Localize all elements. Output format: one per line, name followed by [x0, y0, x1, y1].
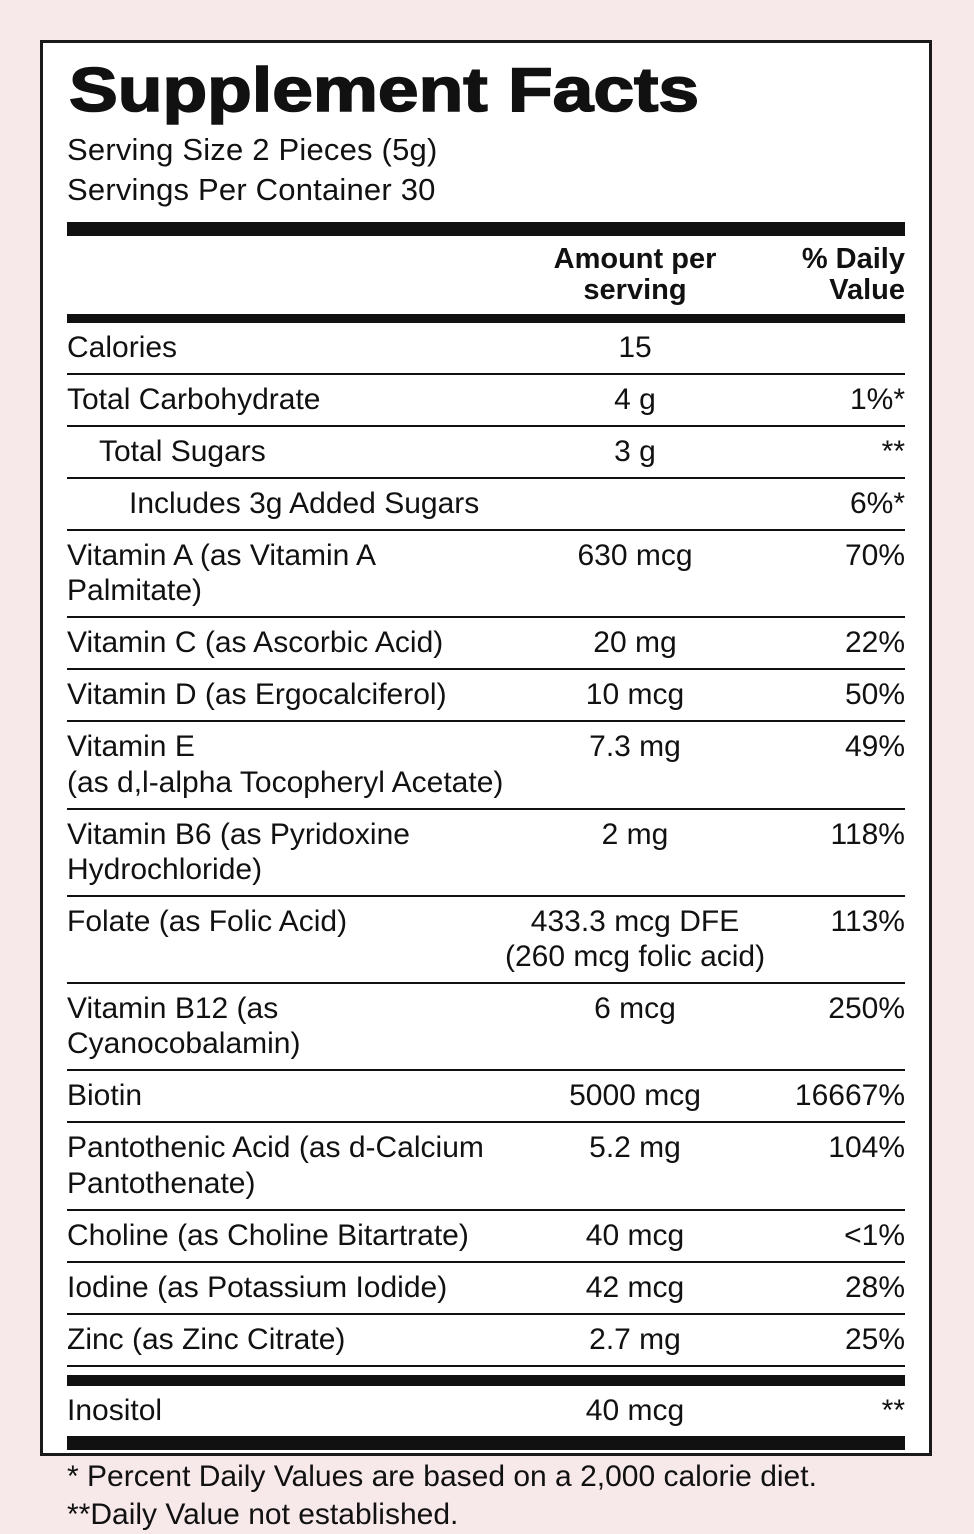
- table-row: Zinc (as Zinc Citrate) 2.7 mg 25%: [67, 1315, 905, 1368]
- footnotes: * Percent Daily Values are based on a 2,…: [67, 1450, 905, 1534]
- thick-divider-inositol: [67, 1375, 905, 1387]
- nutrient-name: Vitamin B12 (as Cyanocobalamin): [67, 992, 301, 1061]
- nutrient-dv: 250%: [828, 992, 905, 1026]
- nutrient-name: Vitamin A (as Vitamin A Palmitate): [67, 539, 375, 608]
- column-header-amount-line2: serving: [583, 274, 687, 307]
- nutrient-amount: 6 mcg: [594, 992, 676, 1026]
- nutrient-amount: 40 mcg: [585, 1394, 685, 1428]
- nutrient-amount: 42 mcg: [585, 1271, 685, 1305]
- nutrient-amount: 7.3 mg: [589, 730, 681, 764]
- table-row: Pantothenic Acid (as d-Calcium 5.2 mg 10…: [67, 1123, 905, 1212]
- nutrient-name: Includes 3g Added Sugars: [129, 487, 480, 521]
- nutrient-name: Vitamin B6 (as Pyridoxine Hydrochloride): [67, 818, 410, 887]
- table-row: Calories 15: [67, 323, 905, 376]
- nutrient-dv: 1%*: [849, 383, 905, 417]
- table-row: Total Sugars 3 g **: [67, 427, 905, 480]
- table-row: Folate (as Folic Acid) 433.3 mcg DFE (26…: [67, 897, 905, 985]
- nutrient-amount: 40 mcg: [585, 1219, 685, 1253]
- nutrient-amount: 433.3 mcg DFE (260 mcg folic acid): [505, 904, 765, 974]
- table-row: Biotin 5000 mcg 16667%: [67, 1071, 905, 1124]
- nutrient-amount: 630 mcg: [577, 539, 693, 573]
- nutrient-dv: 104%: [828, 1131, 905, 1165]
- servings-per-container: Servings Per Container 30: [67, 172, 436, 208]
- nutrient-name: Vitamin C (as Ascorbic Acid): [67, 626, 444, 660]
- supplement-facts-label: Supplement Facts Serving Size 2 Pieces (…: [40, 40, 932, 1531]
- table-row: Iodine (as Potassium Iodide) 42 mcg 28%: [67, 1263, 905, 1316]
- nutrient-amount-line1: 433.3 mcg DFE: [530, 905, 740, 939]
- nutrient-amount: 20 mg: [593, 626, 677, 660]
- serving-size: Serving Size 2 Pieces (5g): [67, 132, 438, 168]
- table-row: Choline (as Choline Bitartrate) 40 mcg <…: [67, 1211, 905, 1264]
- nutrient-name: Vitamin D (as Ergocalciferol): [67, 678, 447, 712]
- nutrient-dv: 70%: [844, 539, 905, 573]
- column-header-dv-line2: Value: [829, 274, 905, 307]
- nutrient-dv: 118%: [830, 818, 905, 852]
- nutrient-name-line2: (as d,l-alpha Tocopheryl Acetate): [67, 766, 504, 800]
- nutrient-amount: 15: [618, 331, 652, 365]
- nutrient-dv: 28%: [844, 1271, 905, 1305]
- nutrient-name: Folate (as Folic Acid): [67, 905, 348, 939]
- nutrient-name: Vitamin E: [67, 730, 195, 764]
- nutrient-amount: 5.2 mg: [589, 1131, 681, 1165]
- table-row: Vitamin A (as Vitamin A Palmitate) 630 m…: [67, 531, 905, 619]
- nutrient-dv: 16667%: [794, 1079, 905, 1113]
- thick-divider-top: [67, 222, 905, 237]
- nutrient-name: Calories: [67, 331, 178, 365]
- nutrient-name: Iodine (as Potassium Iodide): [67, 1271, 448, 1305]
- table-row: Includes 3g Added Sugars 6%*: [67, 479, 905, 532]
- nutrient-amount: 4 g: [614, 383, 656, 417]
- nutrient-dv: 49%: [844, 730, 905, 764]
- footnote-daily-values: * Percent Daily Values are based on a 2,…: [67, 1460, 817, 1494]
- label-title: Supplement Facts: [68, 56, 700, 125]
- table-row: Vitamin D (as Ergocalciferol) 10 mcg 50%: [67, 670, 905, 723]
- nutrient-amount: 3 g: [614, 435, 656, 469]
- table-row: Vitamin B12 (as Cyanocobalamin) 6 mcg 25…: [67, 984, 905, 1072]
- column-header-amount: Amount per serving: [505, 244, 765, 306]
- nutrient-name: Choline (as Choline Bitartrate): [67, 1219, 469, 1253]
- nutrient-dv: 22%: [844, 626, 905, 660]
- table-row: Vitamin C (as Ascorbic Acid) 20 mg 22%: [67, 618, 905, 671]
- nutrient-dv: **: [881, 435, 905, 469]
- nutrient-name: Total Carbohydrate: [67, 383, 321, 417]
- table-row: Total Carbohydrate 4 g 1%*: [67, 375, 905, 428]
- nutrient-dv: 25%: [844, 1323, 905, 1357]
- column-header-dv-line1: % Daily: [801, 243, 905, 276]
- thick-divider-bottom: [67, 1436, 905, 1451]
- nutrient-dv: **: [881, 1394, 905, 1428]
- table-row: Vitamin B6 (as Pyridoxine Hydrochloride)…: [67, 810, 905, 898]
- table-header: Amount per serving % Daily Value: [67, 236, 905, 314]
- nutrient-name-line2: Pantothenate): [67, 1167, 256, 1201]
- nutrient-name: Zinc (as Zinc Citrate): [67, 1323, 346, 1357]
- nutrient-dv: 6%*: [849, 487, 905, 521]
- column-header-daily-value: % Daily Value: [765, 244, 905, 306]
- nutrient-dv: 113%: [830, 905, 905, 939]
- nutrient-name: Biotin: [67, 1079, 143, 1113]
- table-row: Vitamin E 7.3 mg 49% (as d,l-alpha Tocop…: [67, 722, 905, 811]
- nutrient-dv: <1%: [844, 1219, 905, 1253]
- nutrient-amount: 5000 mcg: [569, 1079, 701, 1113]
- nutrient-amount: 2 mg: [601, 818, 669, 852]
- nutrient-name: Pantothenic Acid (as d-Calcium: [67, 1131, 484, 1165]
- nutrient-amount-line2: (260 mcg folic acid): [505, 940, 766, 974]
- thick-divider-header: [67, 314, 905, 324]
- column-header-amount-line1: Amount per: [553, 243, 717, 276]
- nutrient-amount: 10 mcg: [585, 678, 685, 712]
- footnote-not-established: **Daily Value not established.: [67, 1498, 459, 1532]
- nutrient-amount: 2.7 mg: [589, 1323, 681, 1357]
- nutrient-name: Inositol: [67, 1394, 163, 1428]
- nutrient-name: Total Sugars: [99, 435, 266, 469]
- nutrient-dv: 50%: [844, 678, 905, 712]
- table-row: Inositol 40 mcg **: [67, 1386, 905, 1436]
